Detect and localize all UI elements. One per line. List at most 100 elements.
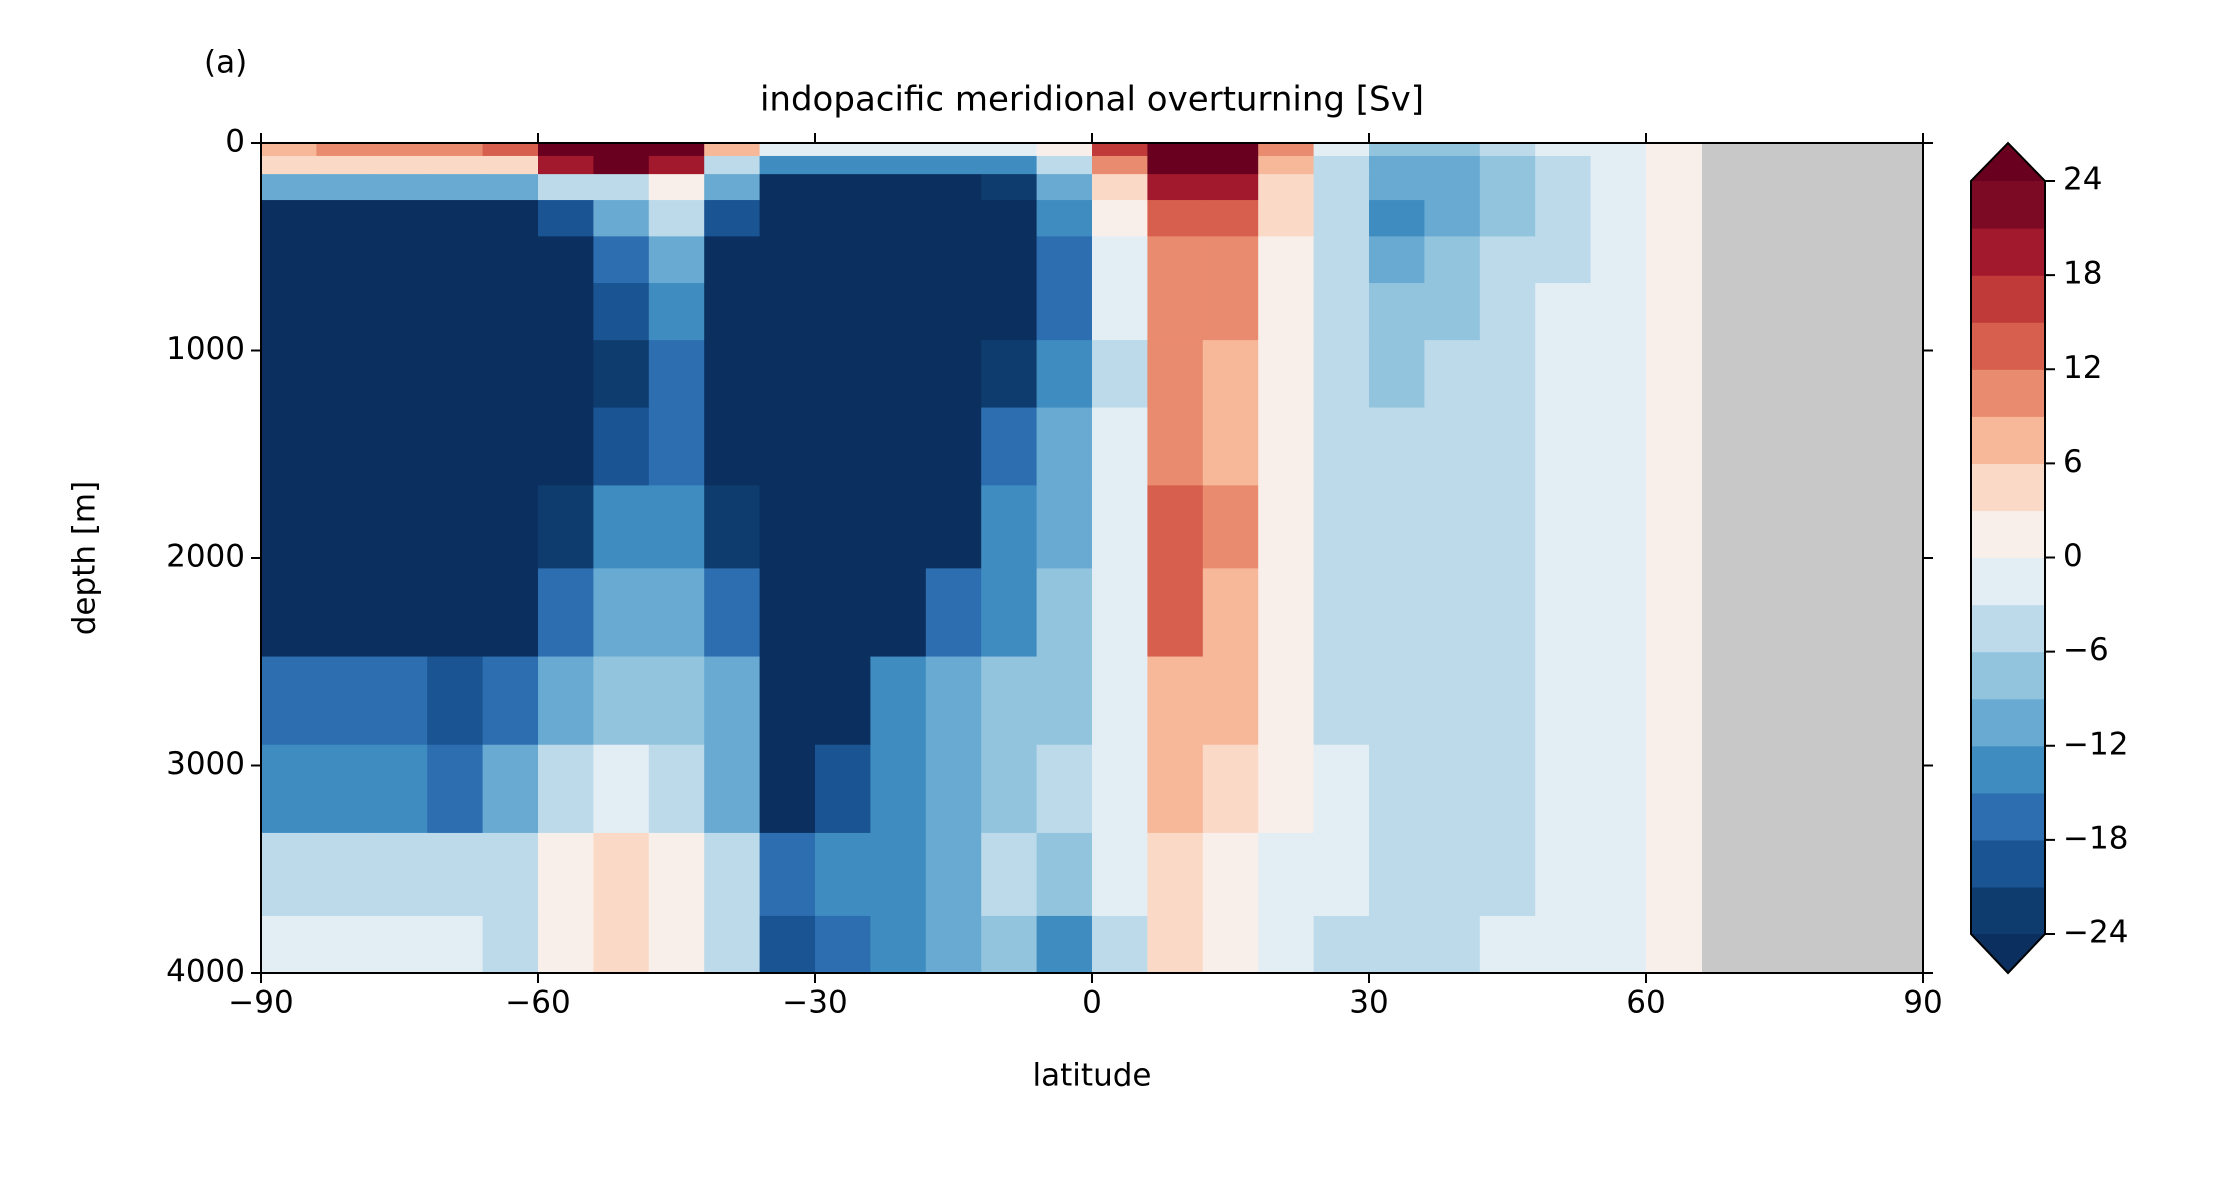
heat-cell xyxy=(538,200,594,237)
heat-cell xyxy=(870,915,927,974)
colorbar-segment xyxy=(1971,886,2045,935)
heat-cell xyxy=(1202,656,1259,746)
x-tick-label: −30 xyxy=(782,985,847,1021)
colorbar-segment xyxy=(1971,181,2045,229)
heat-cell xyxy=(1646,236,1702,284)
heat-cell xyxy=(1202,568,1259,658)
colorbar-segment xyxy=(1971,839,2045,888)
heat-cell xyxy=(1646,568,1702,658)
heat-cell xyxy=(1092,283,1148,341)
heat-cell xyxy=(925,568,982,658)
heat-cell xyxy=(261,656,317,746)
heat-cell xyxy=(371,340,428,409)
heat-cell xyxy=(1369,568,1425,658)
colorbar-tick-label: 12 xyxy=(2063,350,2102,386)
heat-cell xyxy=(482,915,539,974)
heat-cell xyxy=(759,236,816,284)
heat-cell xyxy=(1424,340,1481,409)
heat-cell xyxy=(1258,568,1315,658)
heat-cell xyxy=(1258,155,1315,175)
heat-cell xyxy=(1258,340,1315,409)
heat-cell xyxy=(925,407,982,486)
heat-cell xyxy=(1479,656,1536,746)
heat-cell xyxy=(1258,200,1315,237)
heat-cell xyxy=(981,744,1038,834)
colorbar-tick-label: 24 xyxy=(2063,162,2102,198)
heat-cell xyxy=(593,283,650,341)
heat-cell xyxy=(648,485,705,569)
heat-cell xyxy=(1535,744,1592,834)
heat-cell xyxy=(1590,174,1647,201)
heat-cell xyxy=(1369,340,1425,409)
colorbar-extend-under xyxy=(1971,934,2045,973)
heat-cell xyxy=(427,236,484,284)
heat-cell xyxy=(1258,915,1315,974)
heat-cell xyxy=(704,200,761,237)
heat-cell xyxy=(1036,236,1093,284)
heat-cell xyxy=(1535,407,1592,486)
heat-cell xyxy=(1258,236,1315,284)
heat-cell xyxy=(981,832,1038,917)
heat-cell xyxy=(427,656,484,746)
heat-cell xyxy=(316,283,373,341)
heat-cell xyxy=(1313,200,1370,237)
heat-cell xyxy=(1590,283,1647,341)
heat-cell xyxy=(870,200,927,237)
heat-cell xyxy=(1202,744,1259,834)
heat-cell xyxy=(316,236,373,284)
y-tick-label: 0 xyxy=(225,124,245,160)
heat-cell xyxy=(704,656,761,746)
heat-cell xyxy=(870,143,927,157)
heat-cell xyxy=(482,174,539,201)
heat-cell xyxy=(1313,283,1370,341)
heat-cell xyxy=(1646,340,1702,409)
heat-cell xyxy=(593,656,650,746)
heat-cell xyxy=(1313,832,1370,917)
heat-cell xyxy=(316,200,373,237)
heat-cell xyxy=(1313,568,1370,658)
heat-cell xyxy=(538,915,594,974)
heat-cell xyxy=(1202,143,1259,157)
heat-cell xyxy=(981,200,1038,237)
heat-cell xyxy=(371,744,428,834)
x-tick-label: 90 xyxy=(1903,985,1942,1021)
heat-cell xyxy=(1424,283,1481,341)
heat-cell xyxy=(427,568,484,658)
heat-cell xyxy=(870,155,927,175)
heat-cell xyxy=(1202,915,1259,974)
x-tick-label: 0 xyxy=(1082,985,1102,1021)
heat-cell xyxy=(648,407,705,486)
heat-cell xyxy=(1369,485,1425,569)
heat-cell xyxy=(1313,915,1370,974)
heat-cell xyxy=(981,174,1038,201)
heat-cell xyxy=(1424,236,1481,284)
heat-cell xyxy=(1036,340,1093,409)
heat-cell xyxy=(1646,200,1702,237)
heat-cell xyxy=(1202,832,1259,917)
heat-cell xyxy=(815,485,871,569)
heat-cell xyxy=(925,340,982,409)
heat-cell xyxy=(482,568,539,658)
heat-cell xyxy=(482,143,539,157)
heat-cell xyxy=(1147,407,1204,486)
heat-cell xyxy=(1479,283,1536,341)
heat-cell xyxy=(261,143,317,157)
heat-cell xyxy=(316,568,373,658)
heat-cell xyxy=(261,407,317,486)
heat-cell xyxy=(1535,832,1592,917)
heat-cell xyxy=(316,485,373,569)
heat-cell xyxy=(1590,155,1647,175)
heat-cell xyxy=(593,568,650,658)
heat-cell xyxy=(1424,143,1481,157)
heat-cell xyxy=(1369,155,1425,175)
heat-cell xyxy=(261,915,317,974)
heat-cell xyxy=(1535,340,1592,409)
heat-cell xyxy=(1535,143,1592,157)
heat-cell xyxy=(1424,832,1481,917)
heat-cell xyxy=(1092,143,1148,157)
heat-cell xyxy=(482,155,539,175)
heat-cell xyxy=(815,832,871,917)
heat-cell xyxy=(925,485,982,569)
heat-cell xyxy=(1479,340,1536,409)
heat-cell xyxy=(981,143,1038,157)
